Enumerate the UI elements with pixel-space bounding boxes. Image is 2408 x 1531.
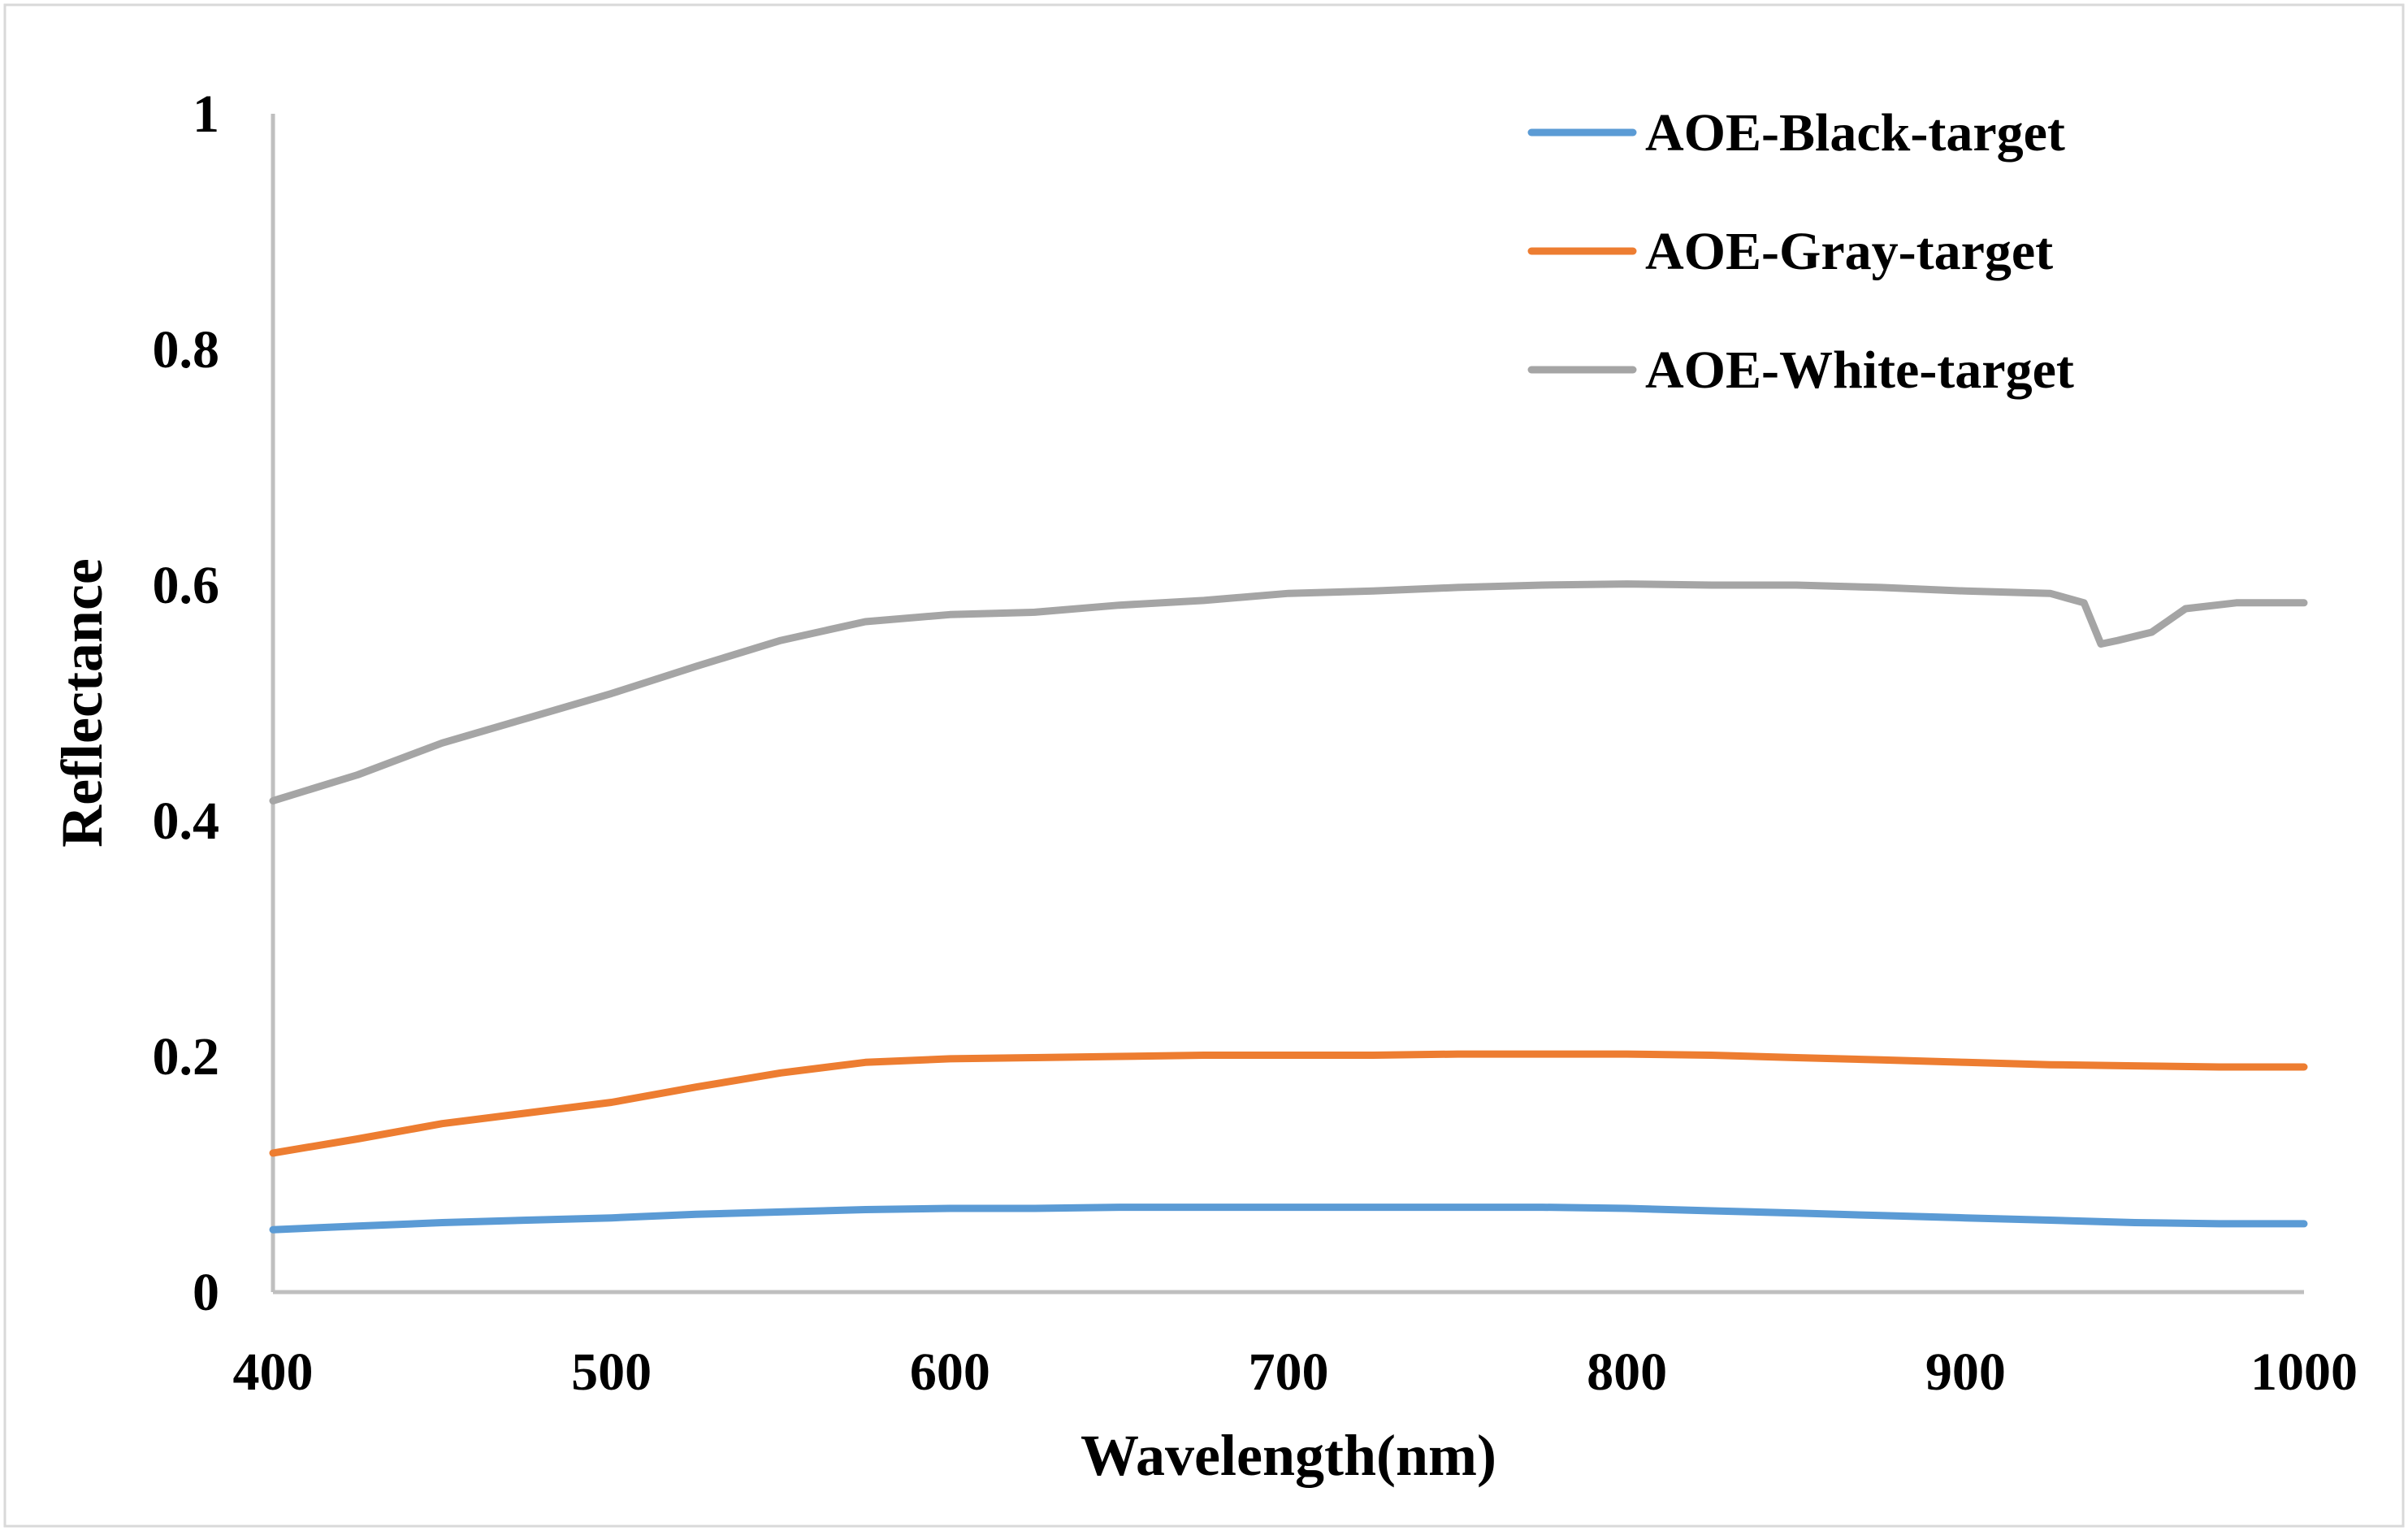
y-tick-label: 0.6 [153,556,220,615]
legend-label: AOE-Gray-target [1645,222,2053,281]
legend: AOE-Black-target AOE-Gray-target AOE-White… [1527,103,2074,400]
x-axis-title: Wavelength(nm) [1081,1423,1496,1488]
series-line-aoe-black-target [269,1204,2308,1234]
x-tick-label: 700 [1249,1342,1329,1402]
legend-label: AOE-Black-target [1645,103,2065,163]
series-line-aoe-gray-target [269,1050,2308,1157]
y-tick-label: 0.2 [153,1027,220,1086]
series-line-aoe-white-target [269,580,2308,805]
x-tick-label: 400 [233,1342,314,1402]
x-tick-label: 800 [1587,1342,1667,1402]
x-tick-label: 600 [910,1342,990,1402]
x-tick-label: 500 [571,1342,652,1402]
chart-frame [3,3,2405,1528]
x-tick-labels: 400 500 600 700 800 900 1000 [233,1342,2358,1402]
series-layer [269,580,2308,1234]
y-tick-label: 0.8 [153,320,220,379]
y-axis-title: Reflectance [50,558,115,848]
y-tick-label: 0.4 [153,792,220,851]
y-tick-labels: 0 0.2 0.4 0.6 0.8 1 [153,85,220,1322]
legend-label: AOE-White-target [1645,340,2074,400]
x-tick-label: 1000 [2250,1342,2358,1402]
y-tick-label: 0 [193,1263,219,1322]
y-tick-label: 1 [193,85,219,144]
x-tick-label: 900 [1925,1342,2006,1402]
